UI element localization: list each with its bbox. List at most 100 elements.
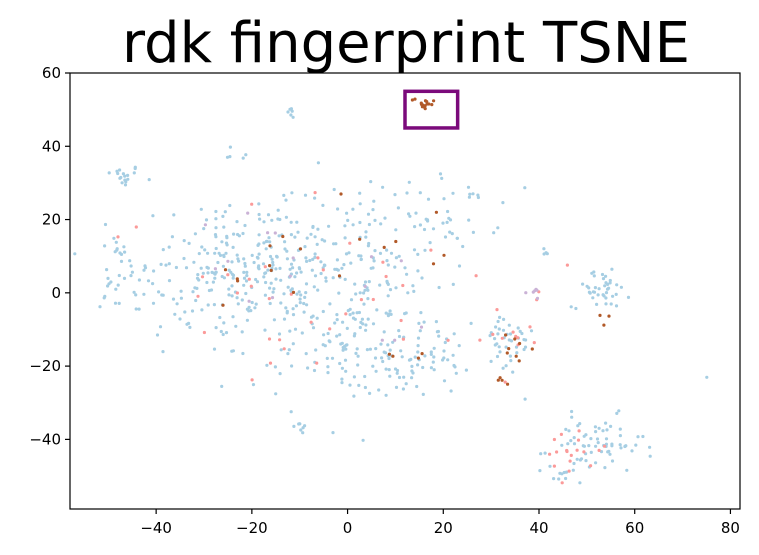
data-point [358, 325, 362, 330]
data-point [520, 331, 524, 336]
data-point [221, 214, 225, 218]
data-point [384, 351, 388, 355]
data-point [572, 442, 577, 446]
data-point [394, 385, 399, 389]
data-point [206, 271, 210, 275]
data-point [630, 449, 634, 453]
data-point [418, 329, 422, 333]
data-point [542, 252, 546, 256]
data-point [401, 387, 405, 391]
data-point [286, 352, 290, 356]
data-point [504, 333, 508, 337]
data-point [391, 340, 395, 344]
data-point [363, 385, 367, 390]
data-point [599, 450, 604, 454]
data-point [523, 186, 527, 190]
data-point [575, 457, 579, 461]
data-point [567, 429, 571, 433]
data-point [340, 377, 344, 381]
data-point [335, 318, 339, 322]
data-point [431, 360, 435, 364]
data-point [107, 171, 111, 175]
data-point [558, 471, 562, 475]
data-point [517, 359, 521, 363]
data-point [407, 180, 411, 184]
data-point [369, 255, 374, 259]
data-point [344, 252, 349, 256]
data-point [312, 368, 317, 373]
data-point [354, 292, 358, 296]
data-point [116, 235, 120, 239]
data-point [423, 99, 428, 103]
data-point [348, 313, 352, 317]
data-point [313, 255, 317, 259]
data-point [595, 302, 599, 306]
data-point [225, 234, 229, 238]
data-point [242, 270, 246, 274]
data-point [387, 368, 391, 372]
data-point [282, 292, 286, 296]
data-point [457, 344, 461, 348]
data-point [170, 235, 174, 239]
x-tick-label: −20 [236, 519, 268, 537]
data-point [382, 330, 386, 334]
data-point [505, 351, 509, 355]
data-point [228, 155, 232, 159]
data-point [130, 270, 134, 274]
data-point [309, 232, 313, 236]
data-point [619, 446, 623, 450]
data-point [236, 257, 240, 261]
data-point [467, 195, 471, 199]
data-point [291, 307, 295, 311]
data-point [361, 322, 365, 326]
data-point [179, 289, 183, 293]
data-point [311, 225, 315, 229]
data-point [268, 244, 272, 248]
data-point [116, 283, 120, 287]
data-point [618, 443, 622, 447]
data-point [587, 444, 591, 448]
data-point [434, 320, 438, 324]
data-point [274, 267, 278, 271]
data-point [442, 197, 446, 201]
data-point [197, 252, 201, 256]
data-point [419, 325, 424, 329]
data-point [311, 326, 316, 330]
data-point [467, 218, 471, 222]
data-point [274, 277, 278, 281]
data-point [234, 324, 238, 328]
data-point [282, 317, 287, 321]
data-point [514, 334, 518, 338]
data-point [605, 428, 609, 432]
data-point [278, 266, 282, 270]
data-point [247, 277, 251, 281]
data-point [437, 285, 441, 290]
data-point [615, 283, 619, 287]
data-point [116, 171, 120, 176]
data-point [335, 313, 339, 317]
data-point [362, 291, 366, 295]
data-point [193, 286, 197, 290]
data-point [446, 358, 450, 362]
data-point [231, 276, 235, 280]
data-point [431, 262, 436, 266]
data-point [498, 315, 502, 319]
data-point [397, 329, 401, 333]
data-point [279, 278, 283, 282]
data-point [338, 333, 342, 337]
data-point [305, 259, 309, 263]
data-point [416, 356, 420, 360]
data-point [303, 295, 307, 299]
data-point [274, 392, 278, 396]
data-point [351, 311, 355, 315]
data-point [608, 452, 612, 456]
data-point [266, 268, 270, 272]
data-point [235, 253, 239, 257]
data-point [262, 220, 266, 224]
data-point [445, 220, 449, 224]
y-tick-label: 20 [42, 211, 61, 229]
data-point [313, 191, 317, 195]
data-point [351, 223, 355, 227]
data-point [395, 371, 399, 375]
